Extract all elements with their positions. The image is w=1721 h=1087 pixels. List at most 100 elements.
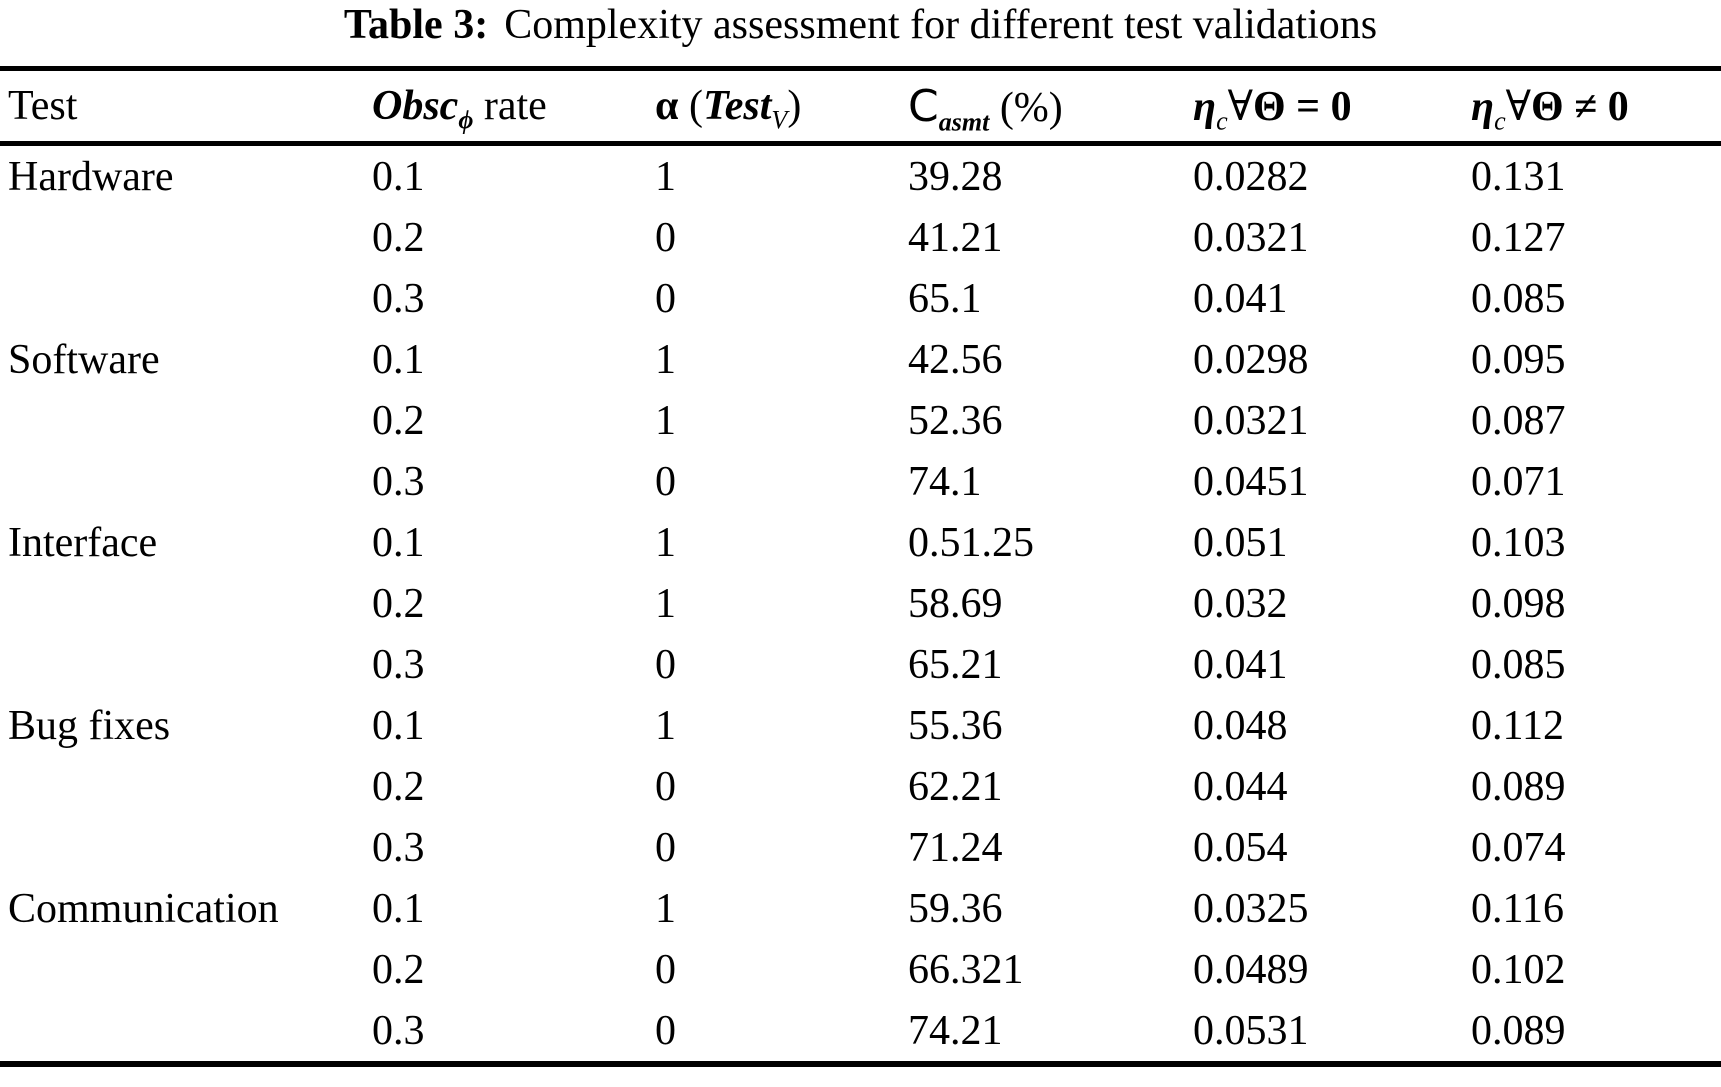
cell-eta-eq0: 0.0451 — [1193, 458, 1309, 505]
cell-alpha: 0 — [655, 946, 676, 993]
eta-subscript-c: c — [1216, 106, 1228, 136]
cell-test — [0, 634, 372, 695]
cell-test — [0, 268, 372, 329]
cell-obsc-rate: 0.1 — [372, 336, 425, 383]
cell-obsc-rate: 0.2 — [372, 763, 425, 810]
cell-eta-eq0: 0.051 — [1193, 519, 1288, 566]
cell-c-asmt: 65.1 — [908, 275, 982, 322]
cell-test: Hardware — [8, 153, 174, 200]
eta-subscript-c: c — [1494, 106, 1506, 136]
cell-eta-eq0: 0.0325 — [1193, 885, 1309, 932]
cell-eta-neq0: 0.098 — [1471, 580, 1566, 627]
cell-eta-neq0: 0.071 — [1471, 458, 1566, 505]
cell-eta-eq0: 0.041 — [1193, 275, 1288, 322]
cell-test: Communication — [8, 885, 279, 932]
c-asmt-subscript: asmt — [938, 106, 990, 136]
c-asmt-symbol: C — [908, 80, 939, 132]
cell-c-asmt: 59.36 — [908, 885, 1003, 932]
theta-symbol: Θ — [1252, 84, 1286, 130]
eta-symbol: η — [1471, 84, 1495, 130]
cell-eta-eq0: 0.048 — [1193, 702, 1288, 749]
cell-alpha: 1 — [655, 580, 676, 627]
cell-alpha: 1 — [655, 153, 676, 200]
eta-symbol: η — [1193, 84, 1217, 130]
cell-obsc-rate: 0.1 — [372, 702, 425, 749]
cell-test — [0, 756, 372, 817]
cell-test: Software — [8, 336, 160, 383]
cell-obsc-rate: 0.3 — [372, 641, 425, 688]
cell-alpha: 0 — [655, 214, 676, 261]
cell-eta-neq0: 0.085 — [1471, 275, 1566, 322]
cell-eta-neq0: 0.095 — [1471, 336, 1566, 383]
cell-c-asmt: 66.321 — [908, 946, 1024, 993]
cell-eta-eq0: 0.032 — [1193, 580, 1288, 627]
cell-eta-eq0: 0.041 — [1193, 641, 1288, 688]
forall-icon: ∀ — [1505, 81, 1531, 130]
cell-eta-neq0: 0.127 — [1471, 214, 1566, 261]
caption-text: Complexity assessment for different test… — [504, 2, 1378, 48]
cell-obsc-rate: 0.3 — [372, 275, 425, 322]
cell-obsc-rate: 0.3 — [372, 1007, 425, 1054]
complexity-table: Test Obscϕ rate α (TestV) Casmt (%) ηc∀Θ… — [0, 66, 1721, 1067]
table-caption: Table 3: Complexity assessment for differ… — [0, 0, 1721, 66]
cell-test — [0, 817, 372, 878]
cell-eta-neq0: 0.074 — [1471, 824, 1566, 871]
cell-test: Interface — [8, 519, 158, 566]
cell-obsc-rate: 0.1 — [372, 519, 425, 566]
cell-alpha: 1 — [655, 519, 676, 566]
table-row: 0.2 0 62.21 0.044 0.089 — [0, 756, 1721, 817]
cell-obsc-rate: 0.2 — [372, 214, 425, 261]
cell-test — [0, 451, 372, 512]
cell-test — [0, 390, 372, 451]
obsc-subscript-phi: ϕ — [458, 105, 474, 135]
cell-eta-eq0: 0.0321 — [1193, 397, 1309, 444]
cell-obsc-rate: 0.2 — [372, 946, 425, 993]
table-row: 0.2 1 52.36 0.0321 0.087 — [0, 390, 1721, 451]
cell-obsc-rate: 0.3 — [372, 458, 425, 505]
testv-subscript-v: V — [771, 105, 788, 135]
cell-c-asmt: 39.28 — [908, 153, 1003, 200]
cell-eta-eq0: 0.0489 — [1193, 946, 1309, 993]
cell-eta-neq0: 0.131 — [1471, 153, 1566, 200]
table-body: Hardware 0.1 1 39.28 0.0282 0.131 0.2 0 41.21 0.0… — [0, 144, 1721, 1065]
cell-alpha: 1 — [655, 885, 676, 932]
cell-test — [0, 939, 372, 1000]
table-row: 0.2 0 41.21 0.0321 0.127 — [0, 207, 1721, 268]
col-header-eta-neq0: ηc∀Θ ≠ 0 — [1471, 69, 1721, 144]
testv-word: Test — [702, 83, 772, 129]
table-row: 0.3 0 74.21 0.0531 0.089 — [0, 1000, 1721, 1064]
cell-c-asmt: 0.51.25 — [908, 519, 1034, 566]
neq-zero: ≠ 0 — [1563, 84, 1629, 130]
cell-obsc-rate: 0.3 — [372, 824, 425, 871]
table-row: 0.3 0 65.21 0.041 0.085 — [0, 634, 1721, 695]
obsc-rate-word: rate — [473, 83, 547, 129]
cell-test — [0, 573, 372, 634]
table-row: Software 0.1 1 42.56 0.0298 0.095 — [0, 329, 1721, 390]
cell-c-asmt: 71.24 — [908, 824, 1003, 871]
cell-eta-neq0: 0.089 — [1471, 1007, 1566, 1054]
alpha-symbol: α — [655, 83, 679, 129]
c-asmt-percent: (%) — [989, 84, 1063, 131]
cell-eta-neq0: 0.089 — [1471, 763, 1566, 810]
cell-alpha: 1 — [655, 397, 676, 444]
col-header-eta-eq0: ηc∀Θ = 0 — [1193, 69, 1471, 144]
cell-c-asmt: 41.21 — [908, 214, 1003, 261]
table-row: Interface 0.1 1 0.51.25 0.051 0.103 — [0, 512, 1721, 573]
cell-alpha: 1 — [655, 702, 676, 749]
cell-obsc-rate: 0.1 — [372, 885, 425, 932]
cell-obsc-rate: 0.1 — [372, 153, 425, 200]
cell-alpha: 0 — [655, 275, 676, 322]
cell-eta-neq0: 0.116 — [1471, 885, 1564, 932]
cell-c-asmt: 62.21 — [908, 763, 1003, 810]
cell-c-asmt: 65.21 — [908, 641, 1003, 688]
cell-c-asmt: 42.56 — [908, 336, 1003, 383]
cell-eta-neq0: 0.102 — [1471, 946, 1566, 993]
cell-alpha: 0 — [655, 458, 676, 505]
table-row: 0.2 0 66.321 0.0489 0.102 — [0, 939, 1721, 1000]
cell-alpha: 0 — [655, 824, 676, 871]
cell-eta-eq0: 0.044 — [1193, 763, 1288, 810]
table-row: 0.2 1 58.69 0.032 0.098 — [0, 573, 1721, 634]
cell-obsc-rate: 0.2 — [372, 397, 425, 444]
col-header-c-asmt: Casmt (%) — [908, 69, 1193, 144]
test-header-label: Test — [8, 83, 78, 129]
